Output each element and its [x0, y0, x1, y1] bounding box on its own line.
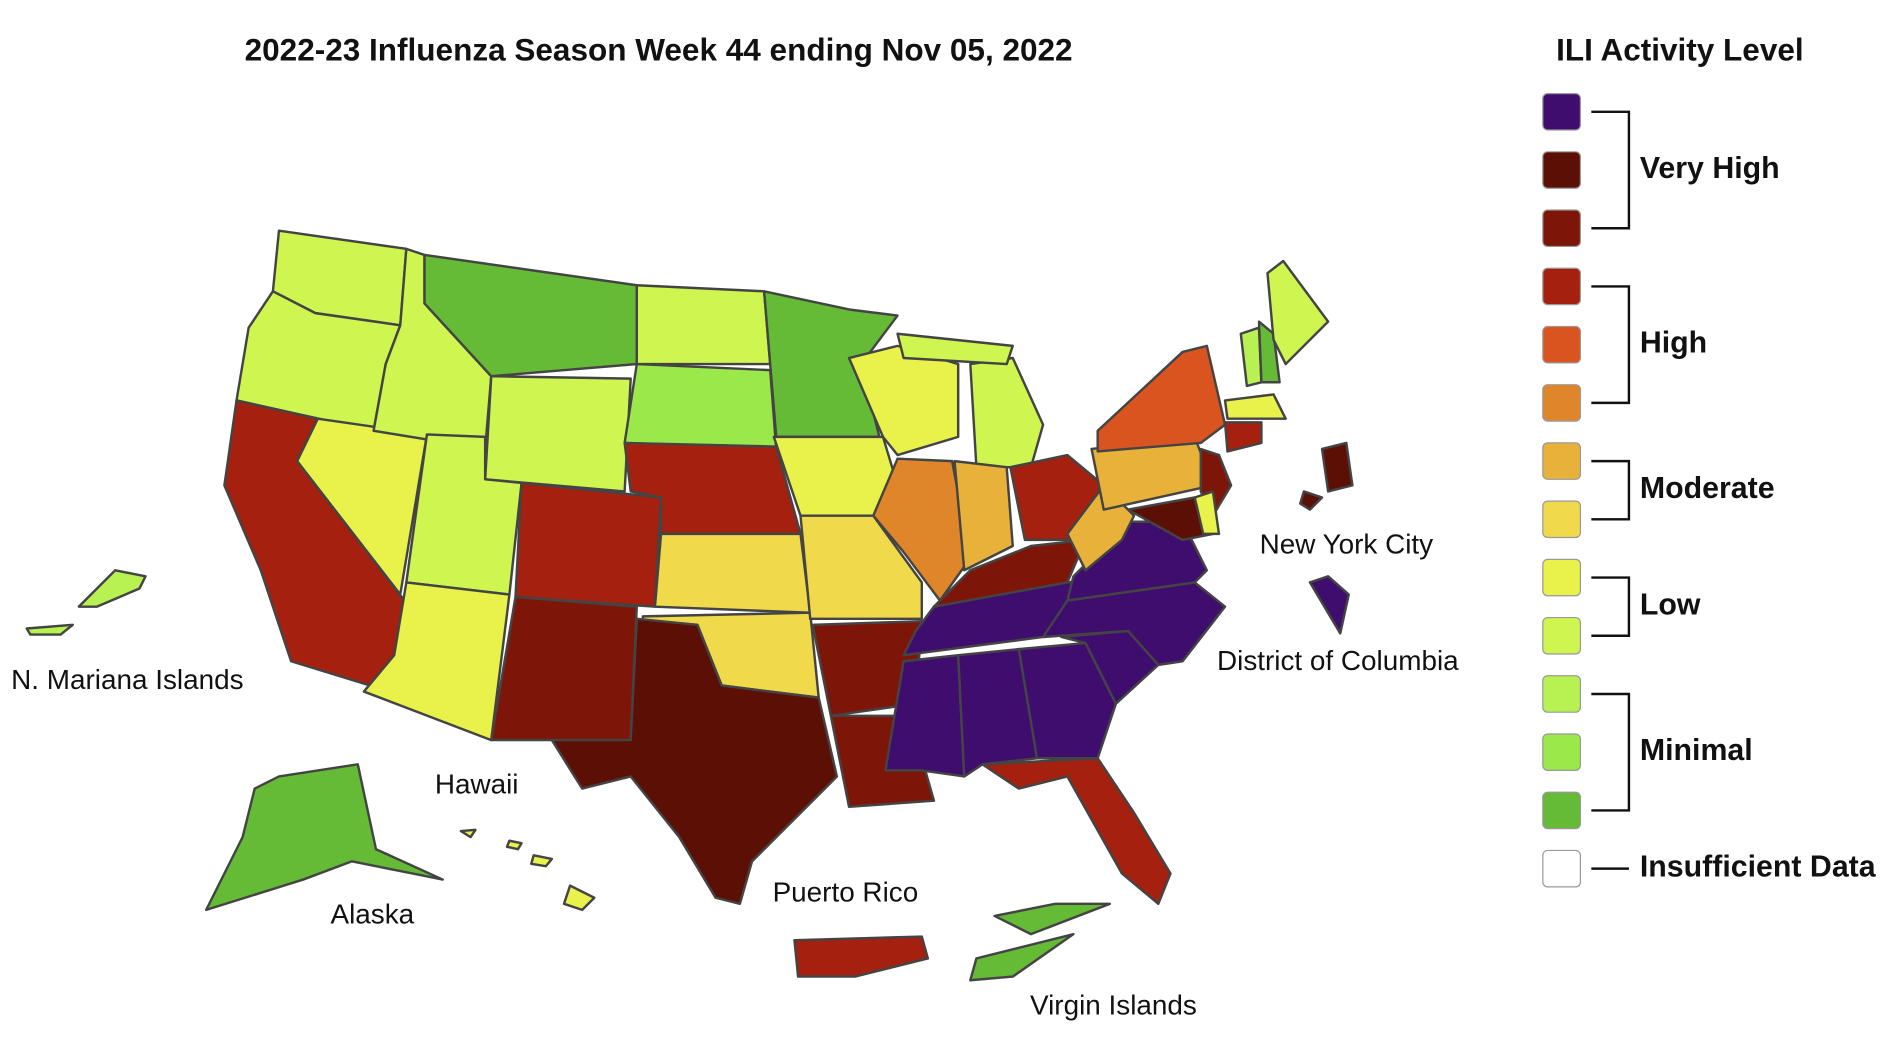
legend-bracket [1591, 576, 1631, 637]
legend-swatch [1542, 675, 1582, 713]
region [1266, 259, 1330, 366]
legend-swatch [1542, 267, 1582, 306]
legend-group-label: Moderate [1640, 472, 1775, 505]
legend-group-label: Very High [1640, 152, 1780, 185]
legend-swatch [1542, 209, 1582, 248]
region [490, 595, 638, 742]
legend-bracket [1591, 285, 1631, 405]
map-label: Virgin Islands [1030, 989, 1197, 1020]
legend-swatch [1542, 616, 1582, 655]
legend-swatch [1542, 325, 1582, 364]
region [969, 356, 1045, 469]
map-label: New York City [1260, 528, 1434, 559]
legend-bracket [1591, 110, 1631, 230]
legend-swatch [1542, 442, 1582, 480]
legend-group-label: High [1640, 327, 1707, 360]
legend-swatch [1542, 791, 1582, 830]
region [1041, 581, 1227, 667]
legend-swatch [1542, 151, 1582, 189]
region [423, 253, 638, 378]
region [993, 902, 1112, 936]
region [1193, 490, 1221, 536]
region [1096, 344, 1227, 453]
region [799, 514, 924, 621]
region [514, 481, 663, 608]
map-label: District of Columbia [1217, 645, 1459, 676]
legend-group-label: Minimal [1640, 734, 1753, 767]
region [1308, 575, 1350, 635]
region [1257, 320, 1281, 384]
map-label: N. Mariana Islands [11, 664, 243, 695]
region [362, 581, 511, 742]
legend-swatch [1542, 500, 1582, 539]
legend-swatch [1542, 384, 1582, 422]
legend-swatch [1542, 92, 1582, 131]
region [459, 828, 596, 912]
legend-bracket [1591, 459, 1631, 521]
legend-swatch [1542, 849, 1582, 888]
region [25, 623, 74, 636]
region [847, 344, 960, 457]
region [550, 617, 839, 906]
region [981, 757, 1172, 906]
legend-swatch [1542, 733, 1582, 772]
region [956, 647, 1039, 778]
region [1223, 421, 1263, 453]
region [932, 538, 1087, 608]
region [653, 532, 812, 614]
region [623, 362, 778, 451]
region [1299, 490, 1324, 511]
region [1239, 326, 1263, 388]
region [635, 284, 772, 366]
map-label: Hawaii [435, 769, 519, 800]
legend-title: ILI Activity Level [1556, 32, 1804, 68]
region [896, 332, 1014, 366]
map-label: Alaska [331, 898, 415, 929]
region [793, 935, 930, 978]
map-title: 2022-23 Influenza Season Week 44 ending … [245, 32, 1073, 68]
map-label: Puerto Rico [773, 876, 919, 907]
region [969, 932, 1075, 982]
legend-group-label: Insufficient Data [1640, 851, 1877, 884]
region [953, 459, 1014, 572]
legend-group-label: Low [1640, 589, 1701, 622]
region [884, 653, 966, 778]
region [483, 374, 632, 493]
region [1320, 441, 1354, 493]
region [77, 569, 147, 608]
region [1017, 641, 1118, 760]
legend-swatch [1542, 558, 1582, 597]
region [204, 763, 444, 912]
region [1223, 393, 1287, 420]
legend-bracket [1591, 692, 1631, 812]
